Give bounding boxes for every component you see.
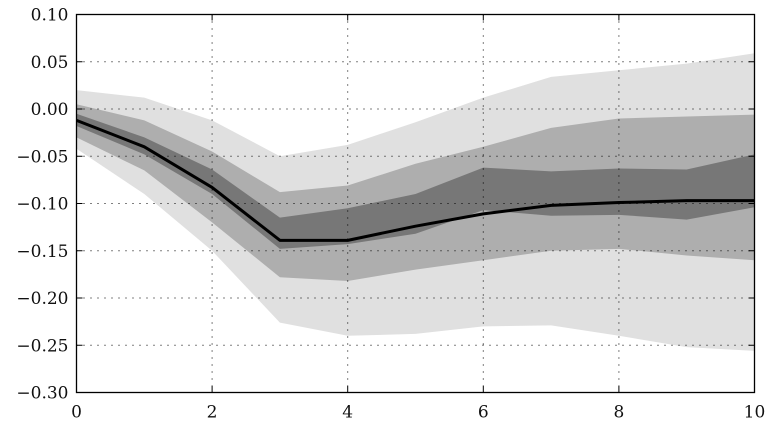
- grid-lines: [76, 14, 755, 393]
- y-tick-label: −0.10: [16, 195, 68, 215]
- x-tick-label: 8: [613, 403, 624, 423]
- confidence-bands: [76, 53, 755, 351]
- x-tick-label: 10: [744, 403, 766, 423]
- median-line-layer: [75, 118, 755, 242]
- y-tick-label: −0.05: [16, 147, 68, 167]
- x-tick-label: 0: [71, 403, 82, 423]
- y-tick-label: 0.00: [31, 100, 69, 120]
- axis-ticks: [76, 14, 755, 393]
- confidence-band: [76, 104, 755, 281]
- y-tick-label: −0.20: [16, 289, 68, 309]
- y-tick-label: −0.25: [16, 336, 68, 356]
- y-tick-labels: 0.10 0.05 0.00 −0.05 −0.10 −0.15 −0.20 −…: [16, 6, 68, 404]
- x-tick-label: 4: [342, 403, 353, 423]
- median-line: [75, 118, 755, 242]
- y-tick-label: 0.10: [31, 6, 69, 26]
- y-tick-label: −0.15: [16, 242, 68, 262]
- x-tick-labels: 0 2 4 6 8 10: [71, 403, 765, 423]
- y-tick-label: 0.05: [31, 53, 69, 73]
- x-tick-label: 6: [478, 403, 489, 423]
- y-tick-label: −0.30: [16, 384, 68, 404]
- x-tick-label: 2: [207, 403, 218, 423]
